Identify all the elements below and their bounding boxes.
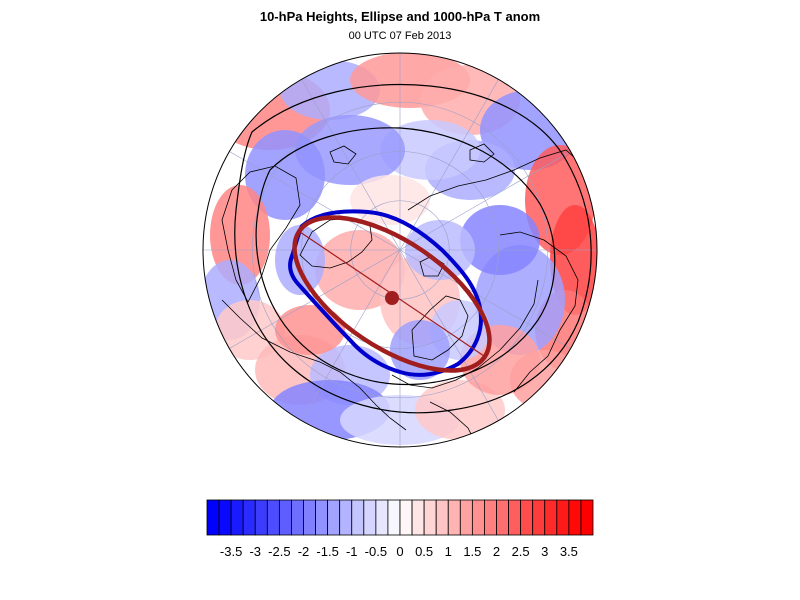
colorbar-labels: -3.5 -3 -2.5 -2 -1.5 -1 -0.5 0 0.5 1 1.5 2 2.5 3 3.5 <box>220 544 578 559</box>
colorbar-tick-label: 3 <box>541 544 548 559</box>
colorbar-box <box>556 499 570 536</box>
colorbar-box <box>544 499 558 536</box>
colorbar-tick-label: -3.5 <box>220 544 242 559</box>
map-title: 10-hPa Heights, Ellipse and 1000-hPa T a… <box>259 9 541 24</box>
colorbar-tick-label: 2.5 <box>512 544 530 559</box>
colorbar-tick-label: 1.5 <box>463 544 481 559</box>
colorbar-box <box>496 499 509 536</box>
polar-stereographic-map <box>202 52 598 448</box>
anomaly-patch <box>415 380 505 440</box>
colorbar-tick-label: -2 <box>298 544 310 559</box>
coastline-north-america <box>221 299 407 431</box>
colorbar-tick-label: 2 <box>493 544 500 559</box>
colorbar-box <box>435 499 449 536</box>
colorbar-box <box>363 499 377 536</box>
map-subtitle: 00 UTC 07 Feb 2013 <box>348 30 452 42</box>
colorbar-tick-label: -0.5 <box>365 544 387 559</box>
anomaly-patch <box>275 225 325 295</box>
height-contour-outer <box>234 83 592 414</box>
colorbar-box <box>375 499 389 536</box>
coastline-greenland <box>299 217 373 269</box>
colorbar-tick-label: -2.5 <box>268 544 290 559</box>
colorbar-tick-label: -1 <box>346 544 358 559</box>
colorbar-box <box>218 499 232 536</box>
colorbar-tick-label: 1 <box>445 544 452 559</box>
map-boundary <box>202 52 598 448</box>
anomaly-patch <box>390 320 450 380</box>
colorbar-box <box>520 499 534 536</box>
anomaly-patch <box>460 205 540 275</box>
colorbar-box <box>411 499 425 536</box>
colorbar-box <box>484 499 497 536</box>
colorbar-box <box>327 499 341 536</box>
colorbar-box <box>387 499 401 536</box>
map-disc <box>203 53 597 447</box>
colorbar-box <box>399 499 413 536</box>
colorbar-tick-label: 0 <box>396 544 403 559</box>
colorbar-box <box>303 499 316 536</box>
colorbar-box <box>508 499 522 536</box>
colorbar-box <box>447 499 461 536</box>
colorbar-box <box>291 499 304 536</box>
colorbar-box <box>206 499 220 536</box>
ellipse-center-marker <box>385 291 399 305</box>
meridian-line <box>301 249 401 421</box>
meridian-line <box>399 151 571 251</box>
colorbar-box <box>278 499 292 536</box>
colorbar-box <box>315 499 329 536</box>
height-contours <box>234 83 592 414</box>
colorbar-box <box>568 499 582 536</box>
anomaly-patch <box>380 120 480 180</box>
meridian-line <box>229 249 401 349</box>
height-contour-inner <box>255 127 556 386</box>
anomaly-patch <box>245 130 325 220</box>
colorbar-box <box>580 499 594 536</box>
coastline-scandinavia <box>411 295 469 361</box>
colorbar-box <box>532 499 546 536</box>
coastline-europe <box>391 279 539 389</box>
anomaly-patch <box>275 305 345 355</box>
colorbar-box <box>266 499 280 536</box>
colorbar-tick-label: 3.5 <box>560 544 578 559</box>
meridian-line <box>399 249 499 421</box>
colorbar-box <box>471 499 485 536</box>
meridian-line <box>301 79 401 251</box>
meridian-line <box>399 79 499 251</box>
colorbar-box <box>339 499 353 536</box>
colorbar-box <box>242 499 256 536</box>
colorbar-box <box>254 499 268 536</box>
vortex-ellipse <box>292 215 492 373</box>
colorbar-box <box>351 499 365 536</box>
graticule <box>203 53 597 447</box>
meridian-line <box>399 249 571 349</box>
colorbar-tick-label: 0.5 <box>415 544 433 559</box>
colorbar-box <box>423 499 437 536</box>
meridian-line <box>229 151 401 251</box>
colorbar-boxes <box>206 499 594 536</box>
colorbar-tick-label: -1.5 <box>316 544 338 559</box>
colorbar-tick-label: -3 <box>249 544 261 559</box>
coastline-asia-east <box>499 231 579 393</box>
colorbar-box <box>459 499 473 536</box>
colorbar-box <box>230 499 244 536</box>
